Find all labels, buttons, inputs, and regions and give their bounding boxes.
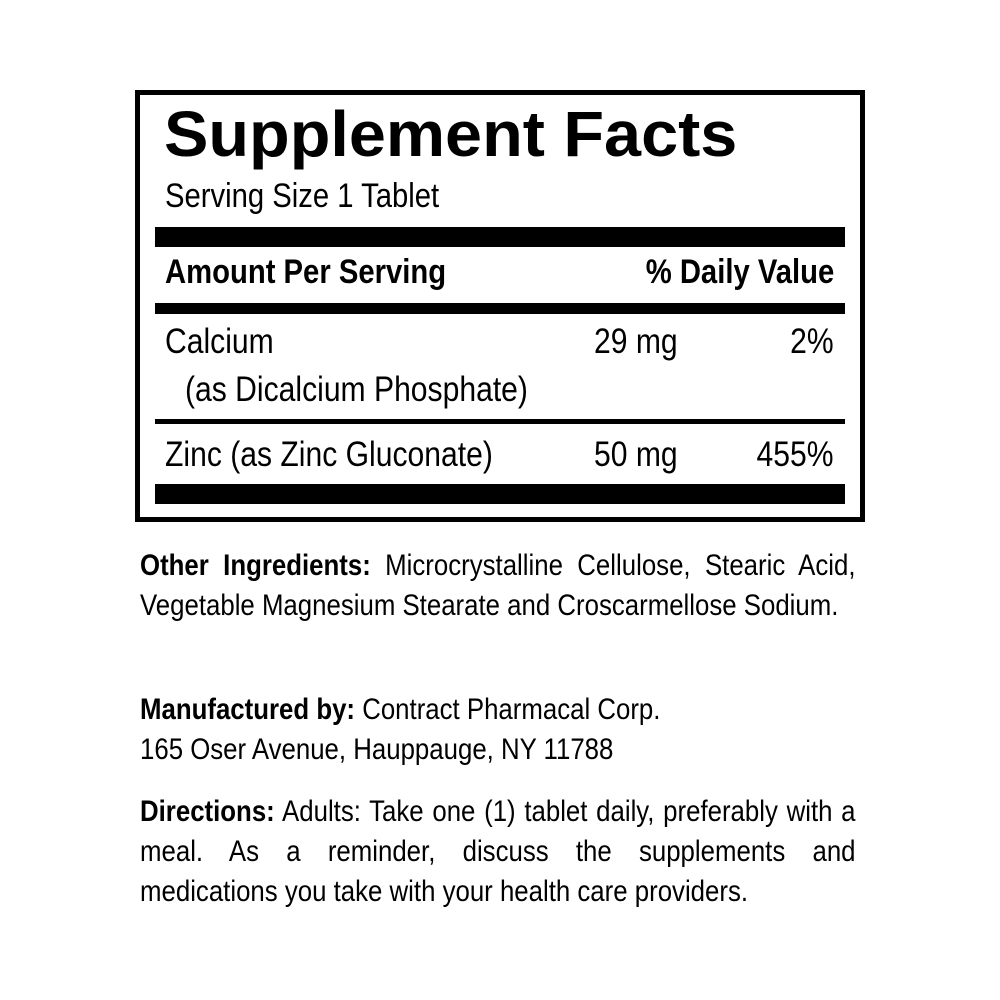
header-amount-per-serving: Amount Per Serving [165, 253, 447, 291]
nutrient-dv-zinc: 455% [757, 435, 834, 474]
serving-size: Serving Size 1 Tablet [165, 177, 440, 215]
directions-label: Directions: [140, 795, 275, 828]
thin-divider [155, 419, 845, 424]
nutrient-source-calcium: (as Dicalcium Phosphate) [185, 370, 528, 409]
nutrient-amount-calcium: 29 mg [594, 322, 678, 361]
thick-divider-bottom [155, 484, 845, 504]
other-ingredients-label: Other Ingredients: [140, 549, 371, 582]
nutrient-dv-calcium: 2% [790, 322, 834, 361]
nutrient-name-calcium: Calcium [165, 322, 274, 361]
directions: Directions: Adults: Take one (1) tablet … [140, 792, 856, 912]
medium-divider [155, 303, 845, 314]
panel-title: Supplement Facts [164, 98, 738, 170]
other-ingredients: Other Ingredients: Microcrystalline Cell… [140, 546, 856, 626]
manufacturer-name: Contract Pharmacal Corp. [362, 693, 661, 726]
directions-text: Adults: Take one (1) tablet daily, prefe… [140, 795, 856, 908]
nutrient-amount-zinc: 50 mg [594, 435, 678, 474]
nutrient-name-zinc: Zinc (as Zinc Gluconate) [165, 435, 493, 474]
manufacturer: Manufactured by: Contract Pharmacal Corp… [140, 690, 856, 770]
other-ingredients-text: Microcrystalline Cellulose, Stearic Acid… [140, 549, 856, 622]
header-daily-value: % Daily Value [645, 253, 834, 291]
supplement-facts-panel [135, 90, 865, 522]
manufacturer-label: Manufactured by: [140, 693, 356, 726]
thick-divider [155, 227, 845, 247]
manufacturer-address: 165 Oser Avenue, Hauppauge, NY 11788 [140, 733, 614, 766]
